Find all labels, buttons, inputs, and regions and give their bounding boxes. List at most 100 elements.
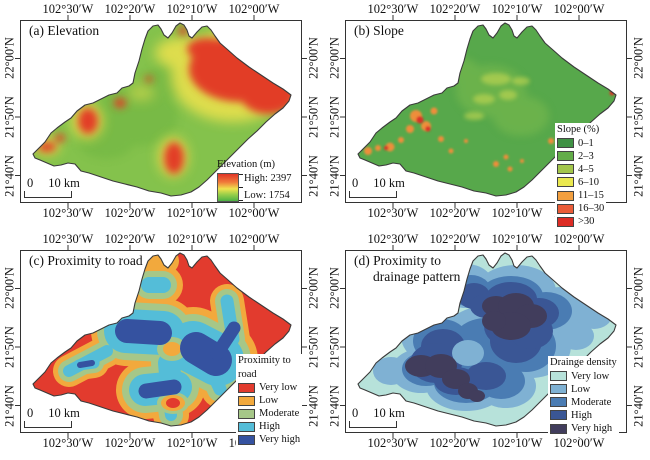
latitude-label: 22°00′N — [306, 37, 321, 80]
latitude-label: 21°40′N — [631, 384, 646, 427]
longitude-label: 102°10′W — [166, 2, 218, 16]
latitude-label: 21°40′N — [306, 384, 321, 427]
legend-label: 0–1 — [578, 137, 594, 149]
latitude-label: 21°40′N — [2, 154, 17, 197]
longitude-label: 102°10′W — [166, 206, 218, 220]
panel-proximity-road: 102°30′W 102°20′W 102°10′W 102°00′W 22°00′N… — [0, 230, 325, 460]
legend-swatch — [550, 410, 567, 421]
panel-c-right-axis: 22°00′N 21°50′N 21°40′N — [305, 250, 323, 433]
latitude-label: 21°40′N — [631, 154, 646, 197]
legend-item: 0–1 — [557, 138, 604, 150]
scale-bar: 0 10 km — [349, 175, 405, 198]
legend-swatch — [550, 423, 567, 434]
legend-item: Moderate — [238, 408, 300, 420]
legend-title: Drainge density — [550, 357, 617, 368]
latitude-label: 22°00′N — [327, 267, 342, 310]
legend-item: High — [550, 410, 617, 422]
panel-title: (b) Slope — [354, 23, 404, 38]
legend-swatch — [550, 397, 567, 408]
longitude-label: 102°00′W — [553, 2, 605, 16]
legend-item: Moderate — [550, 397, 617, 409]
drainage-proximity-map — [357, 252, 617, 427]
longitude-label: 102°20′W — [429, 232, 481, 246]
latitude-label: 22°00′N — [2, 267, 17, 310]
legend-swatch — [557, 216, 574, 227]
legend-label: Very low — [259, 382, 298, 394]
latitude-label: 21°50′N — [306, 326, 321, 368]
legend-label: Very high — [259, 434, 301, 446]
scale-zero: 0 — [352, 175, 359, 190]
longitude-label: 102°00′W — [553, 232, 605, 246]
latitude-label: 21°50′N — [327, 96, 342, 138]
drainage-density-legend: Drainge density Very low Low — [548, 356, 619, 437]
panel-c-top-axis: 102°30′W 102°20′W 102°10′W 102°00′W — [20, 232, 302, 247]
scale-distance: 10 km — [373, 405, 405, 420]
panel-elevation: 102°30′W 102°20′W 102°10′W 102°00′W 22°00′N… — [0, 0, 325, 230]
legend-label: Low — [259, 395, 279, 407]
legend-swatch — [238, 435, 255, 446]
longitude-label: 102°00′W — [228, 206, 280, 220]
longitude-label: 102°10′W — [491, 436, 543, 450]
longitude-label: 102°30′W — [367, 206, 419, 220]
longitude-label: 102°30′W — [367, 232, 419, 246]
panel-b-left-axis: 22°00′N 21°50′N 21°40′N — [326, 20, 344, 203]
latitude-label: 21°40′N — [306, 154, 321, 197]
legend-item: Very high — [238, 434, 300, 446]
panel-d-top-axis: 102°30′W 102°20′W 102°10′W 102°00′W — [345, 232, 627, 247]
scale-bar: 0 10 km — [24, 405, 80, 428]
legend-label: 6–10 — [578, 176, 599, 188]
legend-label: Moderate — [259, 408, 300, 420]
legend-label: Low — [571, 383, 591, 395]
legend-swatch — [238, 382, 255, 393]
legend-label: 16–30 — [578, 202, 605, 214]
panel-slope: 102°30′W 102°20′W 102°10′W 102°00′W 22°00′N… — [325, 0, 650, 230]
legend-swatch — [238, 422, 255, 432]
legend-item: Very high — [550, 423, 617, 435]
panel-c-plot: (c) Proximity to road 0 10 km Proximity … — [15, 245, 307, 449]
panel-a-plot: (a) Elevation 0 10 km Elevation (m) High… — [15, 15, 307, 208]
legend-label: High — [259, 421, 280, 433]
latitude-label: 22°00′N — [327, 37, 342, 80]
legend-item: Low — [238, 395, 300, 407]
latitude-label: 21°50′N — [2, 326, 17, 368]
scale-bracket — [349, 421, 397, 428]
legend-low-value: Low: 1754 — [244, 190, 290, 201]
legend-item: 11–15 — [557, 190, 604, 202]
latitude-label: 21°50′N — [327, 326, 342, 368]
longitude-label: 102°20′W — [104, 2, 156, 16]
scale-zero: 0 — [352, 405, 359, 420]
longitude-label: 102°20′W — [429, 2, 481, 16]
road-proximity-map — [32, 252, 292, 427]
scale-distance: 10 km — [48, 405, 80, 420]
panel-d-bottom-axis: 102°30′W 102°20′W 102°10′W 102°00′W — [345, 436, 627, 451]
scale-zero: 0 — [27, 405, 34, 420]
longitude-label: 102°10′W — [166, 436, 218, 450]
longitude-label: 102°10′W — [491, 232, 543, 246]
panel-proximity-drainage: 102°30′W 102°20′W 102°10′W 102°00′W 22°00′N… — [325, 230, 650, 460]
scale-bracket — [349, 191, 397, 198]
panel-title: (c) Proximity to road — [29, 253, 143, 268]
panel-title-line2: drainage pattern — [373, 269, 461, 284]
elevation-gradient-bar — [217, 172, 239, 202]
longitude-label: 102°30′W — [42, 2, 94, 16]
gradient-ticks — [239, 173, 243, 202]
legend-label: High — [571, 409, 592, 421]
panel-title: (a) Elevation — [29, 23, 100, 38]
longitude-label: 102°20′W — [104, 436, 156, 450]
latitude-label: 21°40′N — [327, 154, 342, 197]
legend-item: 6–10 — [557, 177, 604, 189]
longitude-label: 102°00′W — [553, 436, 605, 450]
longitude-label: 102°30′W — [367, 436, 419, 450]
legend-label: Moderate — [571, 396, 612, 408]
latitude-label: 21°50′N — [631, 96, 646, 138]
legend-title: Proximity to — [238, 355, 291, 366]
scale-bracket — [24, 421, 72, 428]
longitude-label: 102°00′W — [228, 2, 280, 16]
legend-item: 4–5 — [557, 164, 604, 176]
scale-bracket — [24, 191, 72, 198]
legend-swatch — [238, 395, 255, 406]
legend-title: Slope (%) — [557, 124, 600, 135]
panel-a-right-axis: 22°00′N 21°50′N 21°40′N — [305, 20, 323, 203]
longitude-label: 102°30′W — [42, 206, 94, 220]
